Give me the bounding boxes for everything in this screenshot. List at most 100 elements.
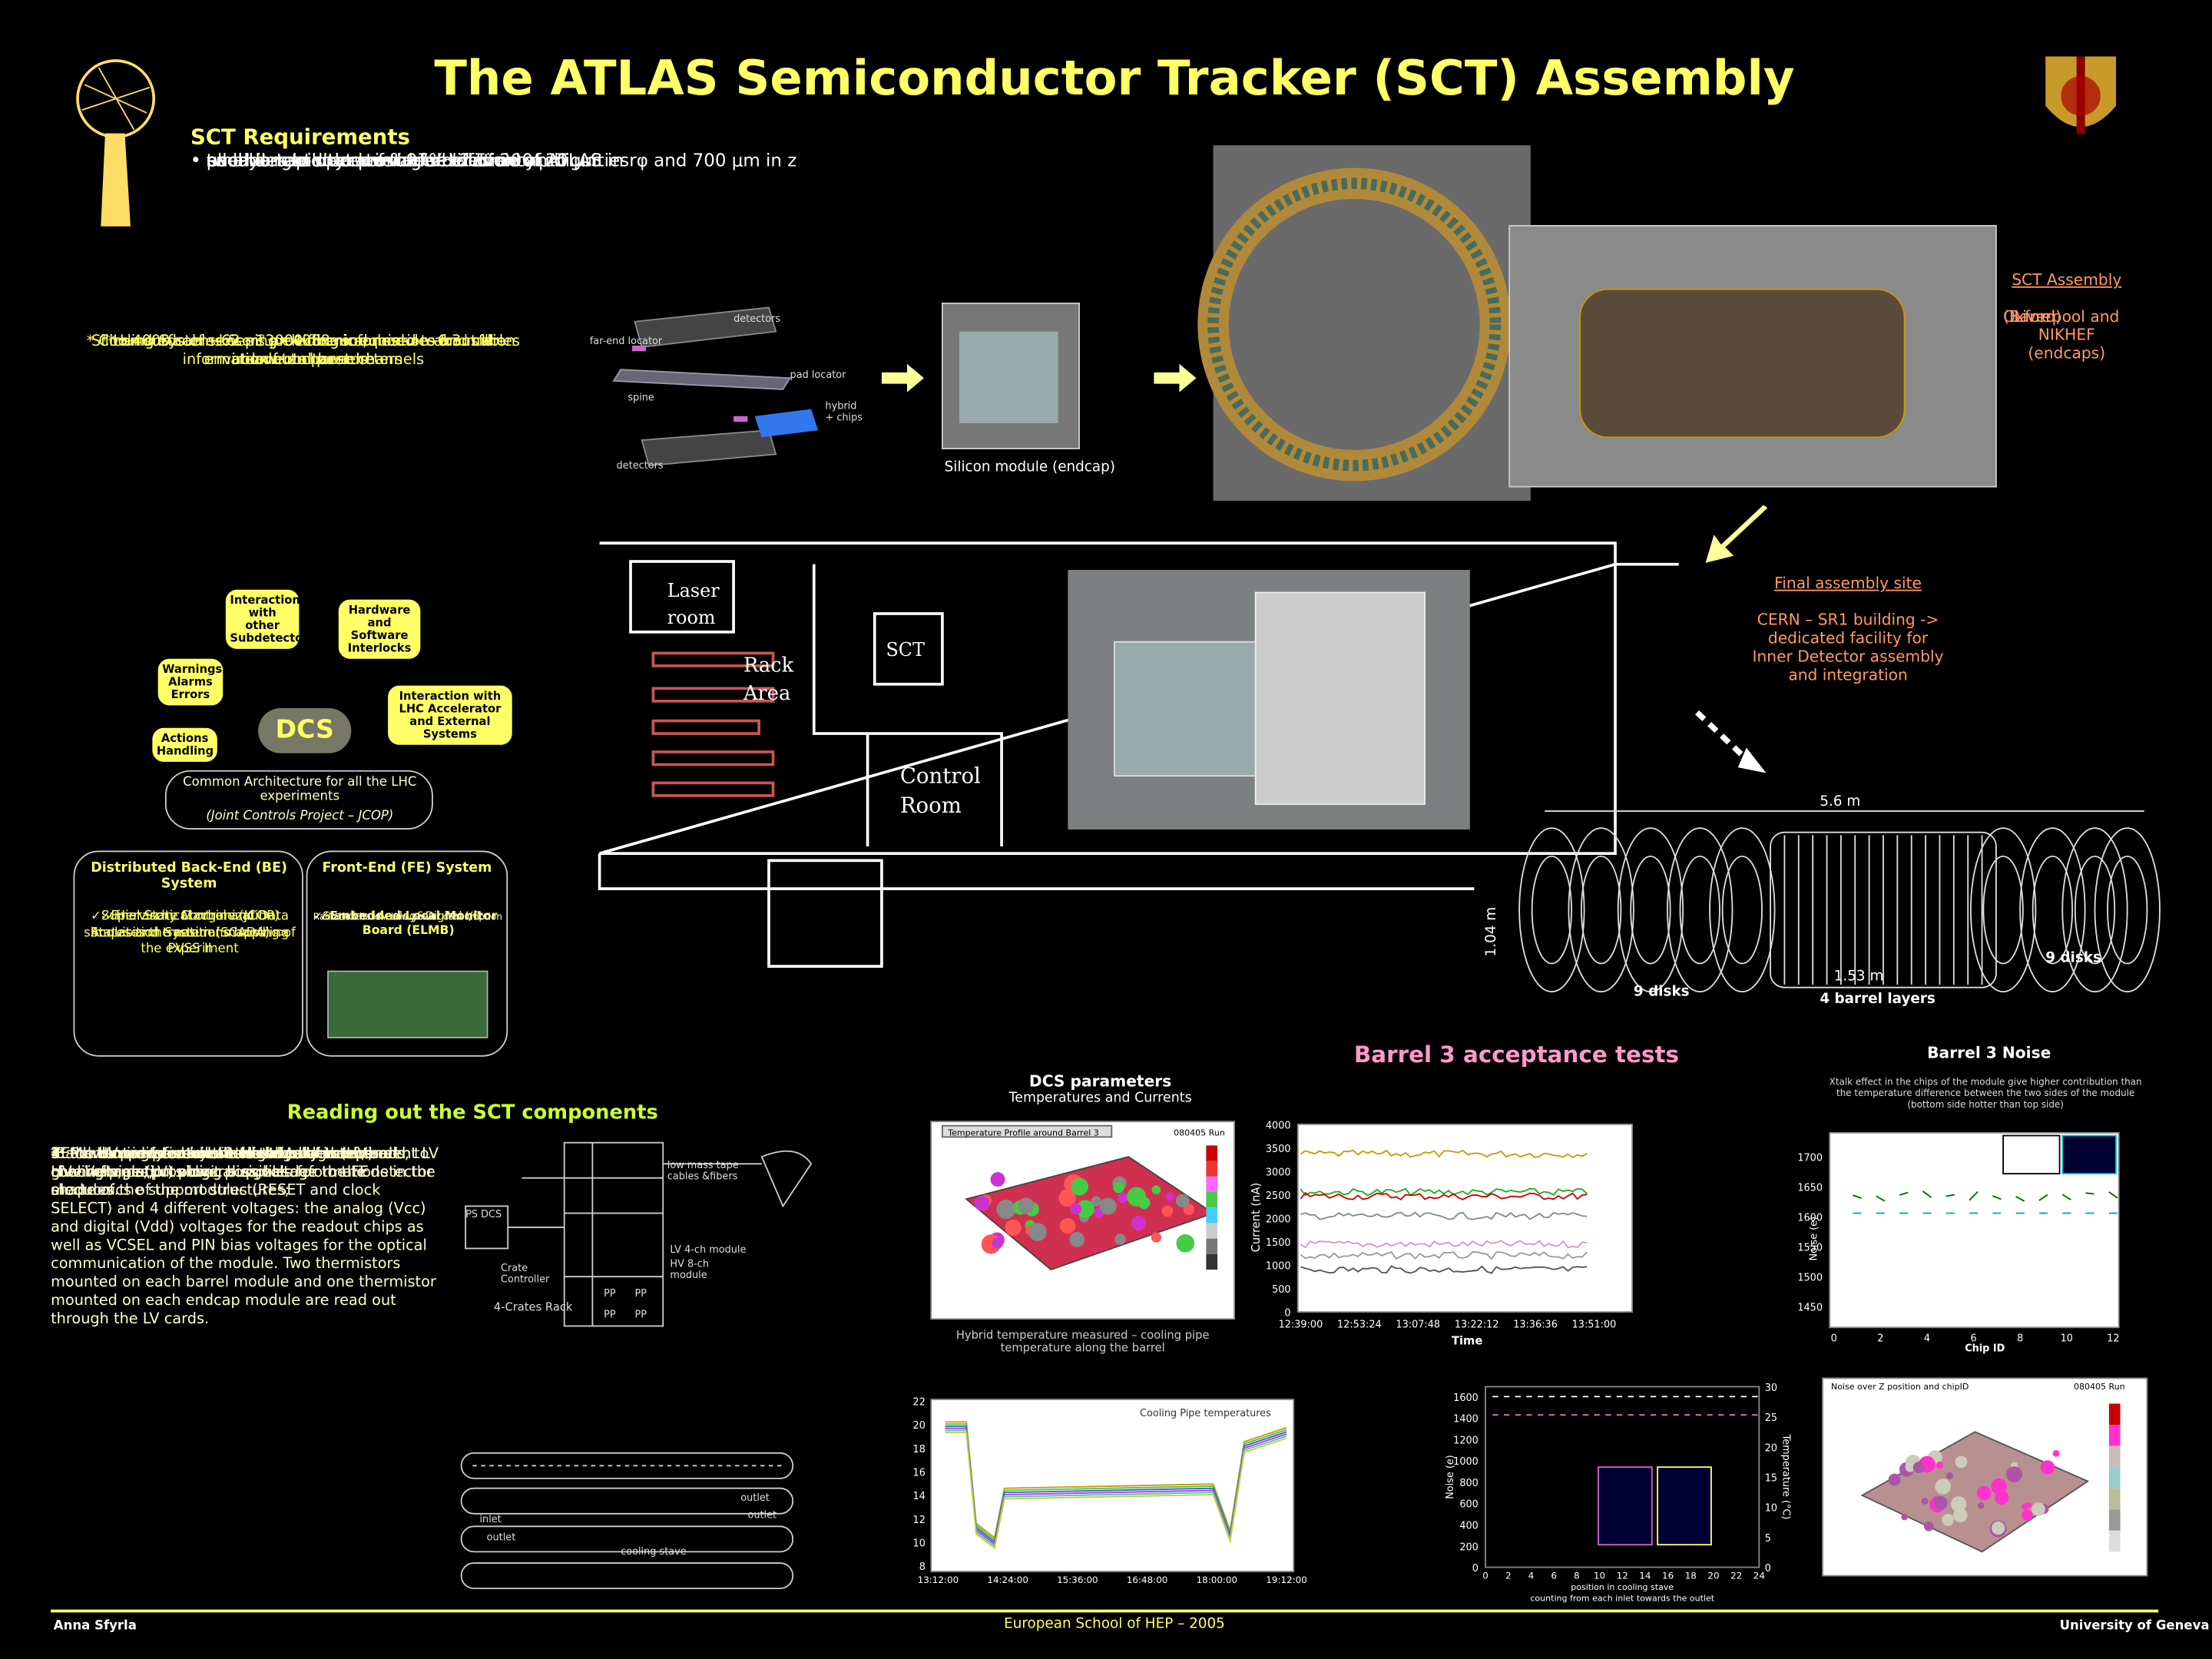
final-site-text: CERN – SR1 building -> dedicated facilit… — [1752, 611, 1944, 684]
surface-peak — [2032, 1502, 2045, 1516]
temp-caption: Hybrid temperature measured – cooling pi… — [955, 1329, 1210, 1355]
temp-patch — [1175, 1194, 1190, 1208]
dcs-center: DCS — [258, 708, 352, 753]
y-tick-label: 1000 — [1266, 1261, 1291, 1273]
current-xlabel: Time — [1452, 1334, 1482, 1347]
x-tick-label: 12 — [2107, 1333, 2119, 1345]
assembly-line: (Barrel) — [2003, 307, 2061, 326]
requirement: • all layers to operate for full lifetim… — [190, 149, 602, 171]
note: * Hundreds of sensors providing informat… — [101, 333, 506, 369]
temp-patch — [1028, 1223, 1047, 1241]
x-tick-label: 19:12:00 — [1266, 1575, 1307, 1585]
x-tick-label: 8 — [1574, 1570, 1580, 1581]
y-tick-label: 0 — [1472, 1563, 1479, 1575]
noise-ylabel: Noise (e) — [1809, 1217, 1820, 1261]
noise-heading: Barrel 3 Noise — [1927, 1044, 2051, 1063]
surface-peak — [1935, 1478, 1951, 1495]
y-tick-label: 14 — [913, 1491, 926, 1502]
module-label: far-end locator — [589, 336, 663, 347]
x-tick-label: 15:36:00 — [1057, 1575, 1098, 1585]
y-tick-label: 30 — [1765, 1382, 1777, 1394]
dcs-common: (Joint Controls Project – JCOP) — [206, 810, 394, 824]
disk-inner — [2107, 855, 2148, 965]
temp-patch — [1114, 1233, 1126, 1245]
disk — [1709, 827, 1776, 993]
fe-item: Radiation hard – Low power consumption — [313, 911, 503, 923]
color-scale — [1206, 1176, 1218, 1193]
final-site-heading: Final assembly site — [1774, 574, 1922, 593]
temp-patch — [1176, 1233, 1195, 1253]
surface-peak — [1955, 1455, 1968, 1469]
note: * ~4000 cables & ~13000 fibers required … — [108, 333, 499, 369]
temp-title-box — [941, 1124, 1113, 1138]
floorplan-label: SCT — [886, 640, 926, 662]
temp-patch — [1091, 1196, 1101, 1207]
surface-peak — [1921, 1497, 1929, 1505]
surface-scale — [2108, 1488, 2121, 1510]
reading-paragraph: 1. the temperature close to the outlets … — [51, 1145, 387, 1181]
cooling-trace — [945, 1432, 1287, 1550]
dcs-bubble: Actions Handling — [152, 727, 217, 762]
module-photo-sensor — [959, 331, 1058, 424]
temp-patch — [1099, 1197, 1117, 1215]
fe-item: ✓Standard Analog&Digital I/O — [313, 909, 482, 923]
x-tick-label: 12 — [1617, 1570, 1628, 1581]
y-tick-label: 10 — [1765, 1503, 1777, 1515]
dcs-common-box — [164, 770, 433, 830]
noise-mark — [1969, 1190, 1979, 1201]
x-tick-label: 13:36:36 — [1513, 1319, 1558, 1330]
stats-box — [2002, 1134, 2061, 1175]
surface-peak — [1977, 1502, 1985, 1509]
x-tick-label: 0 — [1831, 1333, 1837, 1345]
rack-label: low mass tape cables &fibers — [667, 1159, 739, 1183]
reading-paragraph: - Each LV card controls 4 electrically i… — [51, 1145, 439, 1328]
fe-item: ✓Embedded Local Monitor Board (ELMB) — [320, 909, 498, 939]
surface-scale — [2108, 1445, 2121, 1468]
surface-peak — [1888, 1473, 1901, 1486]
barrel-label: 4 barrel layers — [1820, 992, 1936, 1008]
trace — [1300, 1187, 1588, 1197]
trace — [1300, 1265, 1588, 1274]
surface-peak — [2022, 1509, 2033, 1521]
color-scale — [1206, 1161, 1218, 1177]
x-tick-label: 16:48:00 — [1127, 1575, 1168, 1585]
surface-peak — [1905, 1462, 1916, 1472]
x-tick-label: 14 — [1639, 1570, 1651, 1581]
footer-institution: University of Geneva — [2059, 1619, 2210, 1634]
note: Silicon surface: ~62 m² -> 4088 modules … — [91, 333, 515, 369]
geneva-logo — [2045, 56, 2117, 134]
arrow — [1705, 505, 1768, 563]
surface-peak — [1991, 1521, 2005, 1535]
surface-peak — [2005, 1466, 2022, 1483]
surface-peak — [1923, 1521, 1934, 1532]
reading-paragraph: -Each HV card controls 8 electrically in… — [51, 1145, 433, 1200]
reading-paragraph: ** Monitoring of environmental parameter… — [51, 1145, 377, 1163]
y-tick-label: 1700 — [1797, 1153, 1823, 1164]
y-tick-label: 1450 — [1797, 1302, 1823, 1313]
y-tick-label: 1500 — [1797, 1272, 1823, 1283]
dcs-bubble: Hardware and Software Interlocks — [338, 599, 421, 659]
module-label: detectors — [733, 313, 781, 325]
noise-mark — [2015, 1195, 2025, 1202]
surface-peak — [2040, 1460, 2055, 1475]
dcs-bubble: Interaction with other Subdetectors — [225, 589, 315, 649]
disk — [1969, 827, 2037, 993]
disk — [1667, 827, 1734, 993]
y-tick-label: 1500 — [1266, 1237, 1291, 1249]
disk-inner — [2032, 855, 2074, 965]
y-tick-label: 2500 — [1266, 1190, 1291, 1202]
y-tick-label: 22 — [913, 1396, 926, 1408]
disk-inner — [1581, 855, 1622, 965]
barrel-layers — [1770, 831, 1997, 988]
dcs-params-sub: Temperatures and Currents — [1008, 1090, 1192, 1106]
be-title: Distributed Back-End (BE) System — [91, 860, 287, 892]
y-tick-label: 1400 — [1453, 1414, 1479, 1426]
temp-plot-title: Temperature Profile around Barrel 3 — [947, 1128, 1099, 1138]
floorplan-label: Control Room — [899, 763, 981, 819]
sct-wireframe — [1518, 810, 2161, 993]
noise-mark — [2061, 1194, 2071, 1200]
stave-label: outlet — [486, 1532, 516, 1544]
barrel-ring-modules — [1207, 177, 1502, 472]
trace — [1300, 1211, 1588, 1220]
requirement: • each detector to provide resolution of… — [190, 149, 797, 171]
